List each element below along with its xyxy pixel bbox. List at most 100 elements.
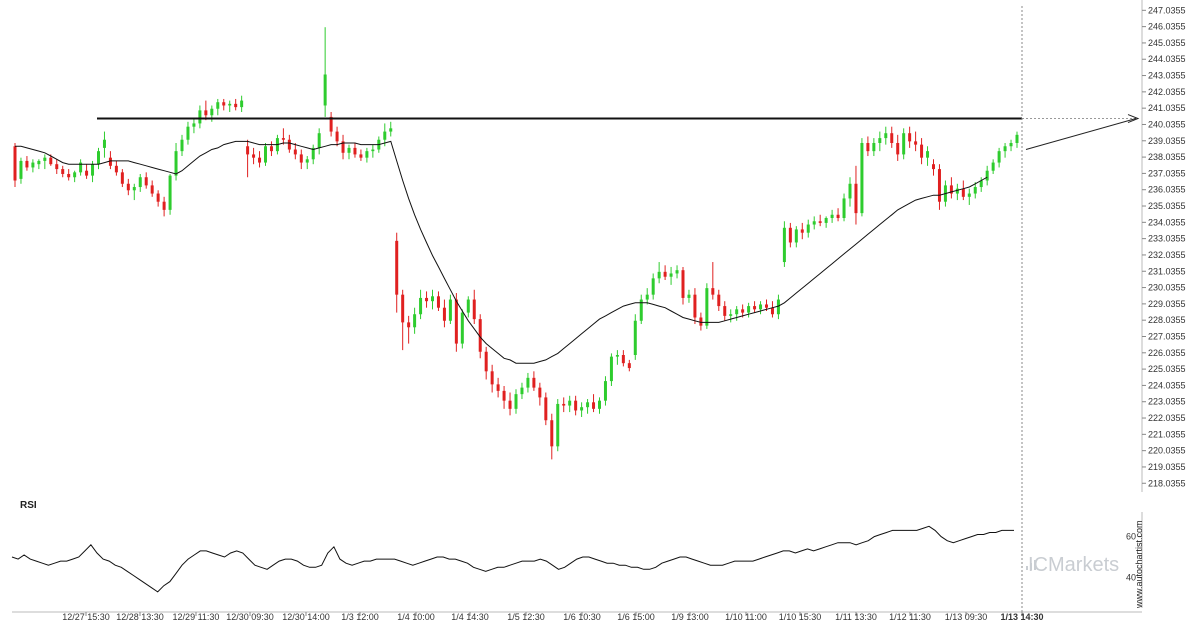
candle	[776, 294, 780, 320]
watermark-bar	[1030, 563, 1032, 570]
x-tick-label: 12/30 14:00	[282, 612, 330, 622]
candle	[114, 160, 118, 176]
candle-body	[401, 294, 405, 323]
candle-body	[31, 162, 35, 168]
candle-body	[43, 157, 47, 161]
candle-body	[25, 160, 29, 168]
candle-body	[1015, 134, 1019, 143]
candle-body	[633, 320, 637, 356]
candle-body	[806, 224, 810, 233]
rsi-line	[11, 525, 1014, 593]
candle-body	[323, 74, 327, 106]
candle	[609, 353, 613, 386]
candle-body	[961, 188, 965, 197]
candle	[669, 266, 673, 285]
candle	[305, 156, 309, 170]
candle	[699, 312, 703, 331]
x-tick-label: 1/10 15:30	[779, 612, 822, 622]
candle-body	[37, 160, 41, 165]
x-tick-label: 1/4 14:30	[451, 612, 489, 622]
candle-body	[705, 288, 709, 326]
y-tick-label: 236.0355	[1148, 185, 1186, 195]
candle-body	[425, 297, 429, 302]
candle-body	[413, 314, 417, 328]
candle	[216, 98, 220, 116]
candle-body	[85, 170, 89, 176]
candle	[520, 382, 524, 400]
candle	[108, 151, 112, 170]
candle-body	[896, 142, 900, 155]
candle	[663, 265, 667, 280]
candle-body	[824, 218, 828, 223]
candle	[967, 188, 971, 205]
candle	[150, 180, 154, 197]
candle-body	[562, 403, 566, 406]
rsi-tick-label: 40	[1126, 573, 1136, 583]
candle	[532, 371, 536, 391]
candle-body	[55, 164, 59, 170]
candle-body	[842, 198, 846, 219]
candle	[174, 142, 178, 181]
y-tick-label: 229.0355	[1148, 299, 1186, 309]
candle	[729, 309, 733, 323]
candle	[1015, 131, 1019, 148]
candle-body	[162, 201, 166, 210]
candle-body	[347, 147, 351, 153]
candle-body	[538, 387, 542, 398]
y-tick-label: 245.0355	[1148, 38, 1186, 48]
x-tick-label: 1/3 12:00	[341, 612, 379, 622]
candle	[908, 126, 912, 148]
candle-body	[73, 172, 77, 178]
candle	[472, 289, 476, 325]
candle	[514, 389, 518, 414]
x-tick-label: 1/13 09:30	[945, 612, 988, 622]
candle-body	[293, 149, 297, 155]
candle	[442, 299, 446, 328]
candle	[341, 134, 345, 160]
candle	[562, 397, 566, 413]
candle	[538, 382, 542, 406]
candle	[812, 216, 816, 230]
candle	[460, 309, 464, 349]
x-tick-label: 1/6 15:00	[617, 612, 655, 622]
candle	[753, 301, 757, 313]
candle	[782, 221, 786, 267]
candle	[657, 262, 661, 284]
candle-body	[210, 108, 214, 116]
candle	[854, 165, 858, 225]
candle	[287, 134, 291, 153]
candle	[580, 402, 584, 417]
candle	[436, 291, 440, 311]
candle	[448, 294, 452, 325]
candle	[425, 291, 429, 308]
x-tick-label: 12/28 13:30	[116, 612, 164, 622]
candle-body	[174, 151, 178, 176]
candle-body	[598, 400, 601, 409]
candle-body	[627, 363, 631, 369]
candle	[508, 392, 512, 416]
candle-body	[305, 159, 309, 163]
candle-body	[502, 390, 506, 401]
candle	[454, 293, 458, 352]
y-tick-label: 242.0355	[1148, 87, 1186, 97]
candle-body	[955, 188, 959, 194]
x-tick-label: 1/4 10:00	[397, 612, 435, 622]
candle	[413, 307, 417, 334]
candle	[407, 315, 411, 344]
candle	[73, 170, 77, 183]
candle	[258, 151, 262, 168]
candle	[198, 105, 202, 129]
candlestick-series	[13, 27, 1019, 460]
candle-body	[580, 407, 584, 411]
candle-body	[484, 351, 488, 372]
candle-body	[120, 172, 124, 184]
candle	[568, 395, 572, 413]
candle-body	[800, 229, 804, 233]
candle-body	[460, 312, 464, 344]
candle	[723, 301, 727, 321]
candle-body	[1009, 142, 1013, 147]
candle	[693, 288, 697, 325]
candle-body	[478, 319, 482, 352]
candle	[985, 165, 989, 186]
